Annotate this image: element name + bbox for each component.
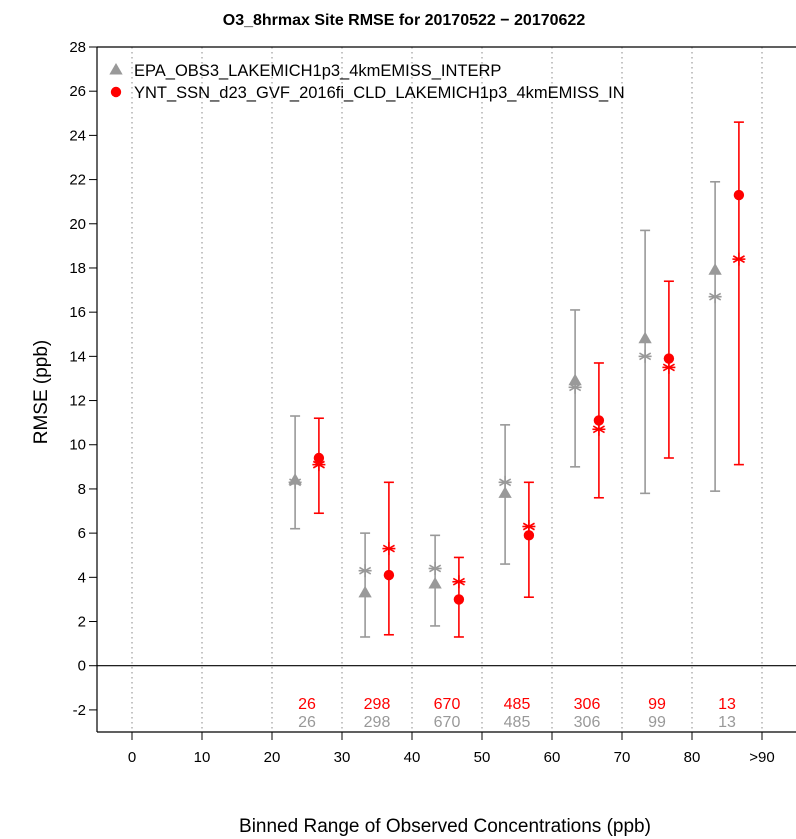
count-labels: 26 298 670 485 306 99 13 26 298 670 485 306 99 13 <box>298 696 736 731</box>
y-tick-label-2: 2 <box>78 614 86 631</box>
data-series <box>288 121 746 638</box>
legend-label-0: EPA_OBS3_LAKEMICH1p3_4kmEMISS_INTERP <box>134 62 501 80</box>
series-1-point-2 <box>452 556 466 638</box>
y-tick-label-8: 14 <box>69 348 86 365</box>
mean-marker <box>383 569 395 581</box>
y-tick-label-11: 20 <box>69 216 86 233</box>
x-tick-label-4: 40 <box>404 749 421 766</box>
mean-marker <box>453 594 465 605</box>
count-label-0-5: 99 <box>648 714 666 731</box>
y-tick-label-4: 6 <box>78 525 86 542</box>
series-1-point-6 <box>732 121 746 466</box>
count-label-1-5: 99 <box>648 696 666 713</box>
x-tick-label-1: 10 <box>194 749 211 766</box>
mean-marker <box>428 576 442 589</box>
count-label-0-6: 13 <box>718 714 736 731</box>
y-tick-label-1: 0 <box>78 658 86 675</box>
x-axis-label: Binned Range of Observed Concentrations … <box>239 816 651 837</box>
median-marker <box>662 360 676 374</box>
count-label-1-0: 26 <box>298 696 316 713</box>
legend-marker-1 <box>110 86 122 98</box>
legend-item-1: YNT_SSN_d23_GVF_2016fi_CLD_LAKEMICH1p3_4… <box>110 84 625 102</box>
median-marker <box>638 349 652 363</box>
y-tick-label-0: -2 <box>73 702 86 719</box>
y-tick-label-6: 10 <box>69 437 86 454</box>
count-label-0-1: 298 <box>364 714 391 731</box>
x-tick-label-0: 0 <box>128 749 136 766</box>
mean-marker <box>638 331 652 344</box>
median-marker <box>358 564 372 578</box>
median-marker <box>452 575 466 589</box>
x-tick-label-2: 20 <box>264 749 281 766</box>
count-label-0-2: 670 <box>434 714 461 731</box>
mean-marker <box>733 189 745 201</box>
y-tick-label-7: 12 <box>69 393 86 410</box>
x-tick-label-7: 70 <box>614 749 631 766</box>
y-tick-label-15: 28 <box>69 39 86 56</box>
x-tick-label-8: 80 <box>684 749 701 766</box>
series-0-point-5 <box>638 229 652 495</box>
y-tick-label-9: 16 <box>69 304 86 321</box>
series-0-point-0 <box>288 415 302 530</box>
series-0-point-1 <box>358 532 372 638</box>
y-tick-label-10: 18 <box>69 260 86 277</box>
x-tick-label-5: 50 <box>474 749 491 766</box>
series-1-point-3 <box>522 481 536 599</box>
median-marker <box>428 561 442 575</box>
series-1-point-0 <box>312 417 326 515</box>
count-label-1-6: 13 <box>718 696 736 713</box>
legend-item-0: EPA_OBS3_LAKEMICH1p3_4kmEMISS_INTERP <box>109 62 501 80</box>
y-tick-label-14: 26 <box>69 83 86 100</box>
chart-title: O3_8hrmax Site RMSE for 20170522 − 20170… <box>223 12 586 29</box>
count-label-0-0: 26 <box>298 714 316 731</box>
median-marker <box>382 542 396 556</box>
x-tick-label-6: 60 <box>544 749 561 766</box>
mean-marker <box>708 263 722 275</box>
mean-marker <box>663 353 675 364</box>
count-label-1-2: 670 <box>434 696 461 713</box>
grid-lines <box>131 47 763 732</box>
x-tick-label-3: 30 <box>334 749 351 766</box>
x-tick-label-9: >90 <box>749 749 774 766</box>
y-tick-label-13: 24 <box>69 127 86 144</box>
series-1 <box>312 121 746 638</box>
series-0 <box>288 180 722 638</box>
y-tick-label-5: 8 <box>78 481 86 498</box>
count-label-0-4: 306 <box>574 714 601 731</box>
mean-marker <box>568 373 582 386</box>
median-marker <box>732 252 746 266</box>
mean-marker <box>593 415 605 426</box>
y-tick-label-12: 22 <box>69 172 86 189</box>
legend-marker-0 <box>109 63 123 75</box>
mean-marker <box>313 452 325 464</box>
median-marker <box>708 290 722 304</box>
y-axis-label: RMSE (ppb) <box>31 340 52 445</box>
count-label-0-3: 485 <box>504 714 531 731</box>
series-1-point-5 <box>662 280 676 459</box>
series-0-point-3 <box>498 424 512 565</box>
mean-marker <box>358 585 372 598</box>
mean-marker <box>498 486 512 498</box>
mean-marker <box>288 473 302 485</box>
series-0-point-2 <box>428 534 442 627</box>
legend-label-1: YNT_SSN_d23_GVF_2016fi_CLD_LAKEMICH1p3_4… <box>134 84 625 102</box>
count-label-1-3: 485 <box>504 696 531 713</box>
series-1-point-4 <box>592 362 606 499</box>
series-0-point-6 <box>708 180 722 492</box>
y-tick-label-3: 4 <box>78 569 86 586</box>
legend: EPA_OBS3_LAKEMICH1p3_4kmEMISS_INTERP YNT_… <box>109 62 625 102</box>
median-marker <box>498 475 512 489</box>
series-0-point-4 <box>568 309 582 468</box>
count-label-1-1: 298 <box>364 696 391 713</box>
mean-marker <box>523 530 535 541</box>
count-label-1-4: 306 <box>574 696 601 713</box>
series-1-point-1 <box>382 481 396 636</box>
